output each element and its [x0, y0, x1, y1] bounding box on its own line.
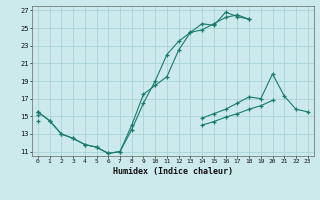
- X-axis label: Humidex (Indice chaleur): Humidex (Indice chaleur): [113, 167, 233, 176]
